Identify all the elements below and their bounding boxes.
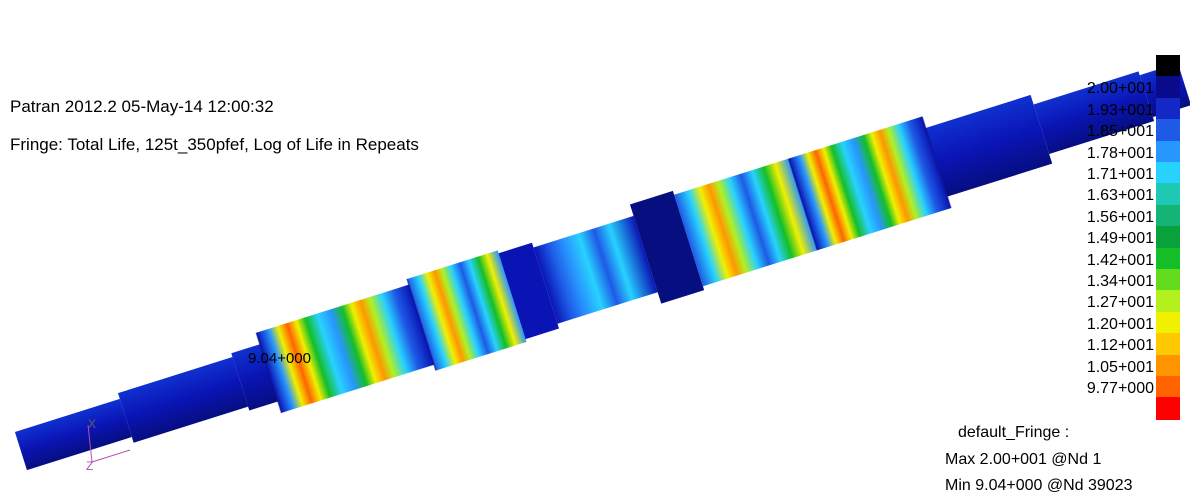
title-line-2: Fringe: Total Life, 125t_350pfef, Log of… (10, 135, 419, 154)
legend-swatch (1156, 183, 1180, 207)
title-line-1: Patran 2012.2 05-May-14 12:00:32 (10, 97, 274, 116)
legend-swatch (1156, 333, 1180, 357)
legend-label: 1.63+001 (1086, 187, 1154, 205)
legend-swatch (1156, 311, 1180, 335)
legend-swatch (1156, 290, 1180, 314)
coordinate-triad: X Z (86, 417, 131, 473)
legend-label: 1.56+001 (1086, 208, 1154, 226)
shaft-collar-1 (498, 242, 560, 340)
legend-entry: 1.27+001 (1058, 290, 1190, 314)
legend-label: 1.12+001 (1086, 337, 1154, 355)
legend-entry: 9.77+000 (1058, 376, 1190, 399)
shaft-section-3 (925, 94, 1053, 197)
legend-swatch (1156, 119, 1180, 143)
min-marker-label: 9.04+000 (248, 350, 311, 367)
shaft-section-4 (1033, 71, 1155, 155)
fringe-band-5 (788, 116, 951, 251)
legend-swatch (1156, 55, 1180, 78)
fringe-band-1 (256, 284, 435, 413)
legend-entry: 1.71+001 (1058, 162, 1190, 185)
legend-entry (1058, 397, 1190, 421)
legend-entry: 1.05+001 (1058, 354, 1190, 378)
fringe-band-4 (674, 158, 818, 287)
legend-label: 1.20+001 (1086, 315, 1154, 333)
legend-label: 1.27+001 (1086, 294, 1154, 312)
legend-label: 1.93+001 (1086, 101, 1154, 119)
triad-z-label: Z (86, 459, 93, 473)
triad-x-label: X (88, 417, 96, 431)
legend-swatch (1156, 376, 1180, 399)
legend-label: 2.00+001 (1086, 80, 1154, 98)
legend-label: 1.71+001 (1086, 166, 1154, 183)
legend-entry: 1.78+001 (1058, 140, 1190, 164)
legend-entry: 1.12+001 (1058, 333, 1190, 357)
shaft-model (14, 63, 1190, 471)
legend-entry: 1.42+001 (1058, 247, 1190, 271)
legend-label: 1.05+001 (1086, 358, 1154, 376)
shaft-section-2 (231, 344, 278, 411)
legend-entry: 1.49+001 (1058, 226, 1190, 250)
legend-entry: 2.00+001 (1058, 76, 1190, 100)
summary-max: Max 2.00+001 @Nd 1 (945, 451, 1102, 468)
legend-swatch (1156, 397, 1180, 421)
shaft-section-1 (118, 357, 249, 443)
legend-swatch (1156, 140, 1180, 164)
summary-title: default_Fringe : (958, 424, 1070, 441)
legend-label: 1.34+001 (1086, 273, 1154, 290)
legend-swatch (1156, 354, 1180, 378)
legend-entry: 1.34+001 (1058, 269, 1190, 292)
fringe-band-3 (533, 215, 658, 324)
legend-swatch (1156, 76, 1180, 100)
legend-swatch (1156, 97, 1180, 121)
legend-swatch (1156, 204, 1180, 228)
legend-label: 9.77+000 (1086, 380, 1154, 397)
summary-min: Min 9.04+000 @Nd 39023 (945, 477, 1133, 494)
legend-entry (1058, 55, 1190, 78)
legend-label: 1.78+001 (1086, 144, 1154, 162)
legend-entry: 1.93+001 (1058, 97, 1190, 121)
legend-label: 1.49+001 (1086, 230, 1154, 248)
legend-swatch (1156, 247, 1180, 271)
shaft-collar-2 (629, 190, 705, 304)
legend-label: 1.42+001 (1086, 251, 1154, 269)
shaft-end-left (14, 398, 132, 471)
legend-entry: 1.20+001 (1058, 311, 1190, 335)
fringe-band-2 (407, 250, 527, 371)
legend-entry: 1.63+001 (1058, 183, 1190, 207)
legend-swatch (1156, 269, 1180, 292)
legend-swatch (1156, 226, 1180, 250)
legend-label: 1.85+001 (1086, 123, 1154, 141)
legend-entry: 1.85+001 (1058, 119, 1190, 143)
legend-swatch (1156, 162, 1180, 185)
legend-entry: 1.56+001 (1058, 204, 1190, 228)
